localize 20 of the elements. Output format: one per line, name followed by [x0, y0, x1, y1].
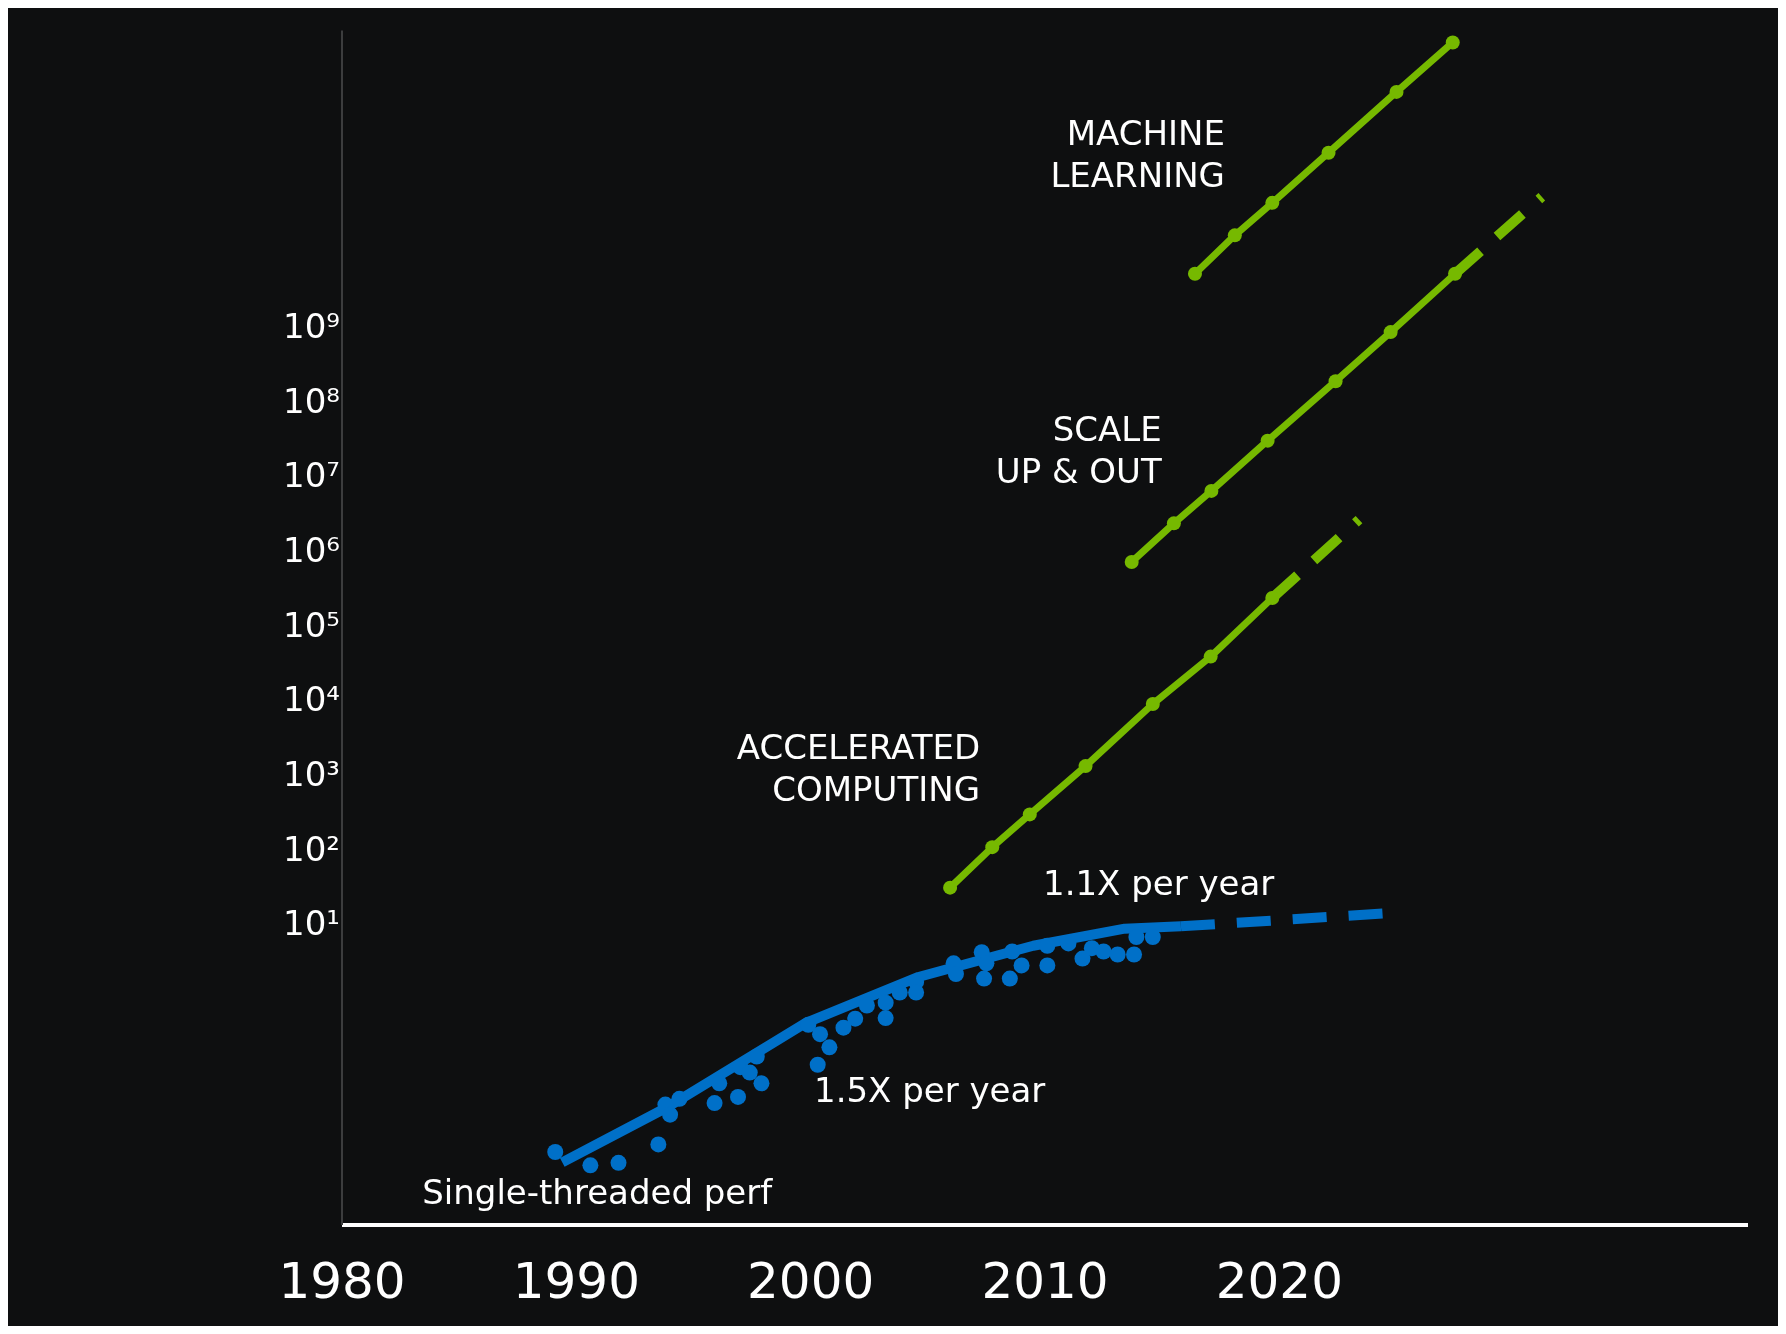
- y-tick-label: 10⁹: [283, 305, 340, 346]
- y-tick-label: 10⁸: [283, 380, 340, 421]
- series-label: ACCELERATED COMPUTING: [736, 727, 981, 810]
- annotation: 1.1X per year: [1043, 862, 1275, 903]
- y-tick-label: 10⁵: [283, 604, 340, 645]
- y-tick-label: 10²: [283, 828, 340, 869]
- y-tick-label: 10⁶: [283, 529, 340, 570]
- x-tick-label: 2000: [747, 1251, 875, 1310]
- annotation: 1.5X per year: [814, 1069, 1046, 1110]
- x-tick-label: 2020: [1215, 1251, 1343, 1310]
- y-tick-label: 10⁷: [283, 455, 340, 496]
- series-label: MACHINE LEARNING: [1050, 112, 1225, 195]
- series-label: Single-threaded perf: [422, 1171, 774, 1212]
- x-tick-label: 1990: [512, 1251, 640, 1310]
- y-tick-label: 10³: [283, 753, 340, 794]
- y-tick-label: 10⁴: [283, 679, 340, 720]
- x-tick-label: 2010: [981, 1251, 1109, 1310]
- y-tick-label: 10¹: [283, 903, 340, 944]
- series-label: SCALE UP & OUT: [995, 408, 1162, 491]
- x-tick-label: 1980: [278, 1251, 406, 1310]
